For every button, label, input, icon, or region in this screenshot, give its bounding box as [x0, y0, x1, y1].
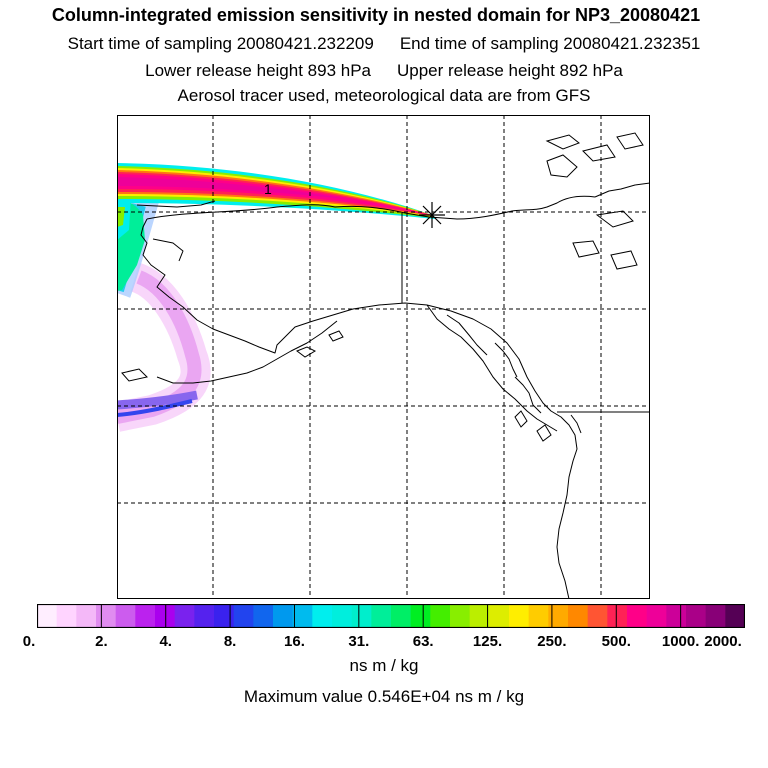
colorbar-cell [646, 604, 667, 628]
lower-release-height: Lower release height 893 hPa [145, 61, 371, 80]
release-point-asterisk-icon [419, 202, 445, 228]
colorbar-cell [489, 604, 510, 628]
colorbar-tick-label: 8. [223, 633, 237, 650]
colorbar-tick-label: 2000. [704, 633, 742, 650]
colorbar-tick-label: 500. [601, 633, 631, 650]
plot-title: Column-integrated emission sensitivity i… [51, 5, 701, 25]
colorbar-cell [568, 604, 589, 628]
colorbar-separators [100, 604, 682, 628]
lat-lon-grid [117, 115, 650, 599]
release-heights: Lower release height 893 hPa Upper releas… [0, 61, 768, 81]
colorbar-cell [469, 604, 490, 628]
colorbar-cell [509, 604, 530, 628]
colorbar-tick-label: 63. [412, 633, 434, 650]
colorbar-cell [686, 604, 707, 628]
end-time: End time of sampling 20080421.232351 [399, 34, 701, 53]
colorbar-cell [410, 604, 431, 628]
colorbar-cell [56, 604, 77, 628]
colorbar-cell [528, 604, 549, 628]
colorbar-cell [174, 604, 195, 628]
colorbar-cell [214, 604, 235, 628]
colorbar-cell [273, 604, 294, 628]
colorbar-cell [607, 604, 628, 628]
emission-plume [117, 163, 435, 432]
maximum-value: Maximum value 0.546E+04 ns m / kg [243, 687, 525, 706]
colorbar-cells [37, 604, 745, 628]
colorbar-units: ns m / kg [349, 656, 419, 675]
coastlines [136, 182, 650, 599]
colorbar-cell [430, 604, 451, 628]
colorbar-tick-label: 0. [22, 633, 36, 650]
colorbar-tick-label: 4. [159, 633, 172, 650]
colorbar-cell [666, 604, 687, 628]
colorbar-cell [725, 604, 745, 628]
political-borders [401, 213, 650, 413]
colorbar-cell [371, 604, 392, 628]
colorbar-cell [233, 604, 254, 628]
colorbar-cell [312, 604, 333, 628]
colorbar-cell [587, 604, 608, 628]
colorbar-tick-label: 1000. [661, 633, 700, 650]
colorbar-cell [135, 604, 156, 628]
colorbar-cell [391, 604, 412, 628]
map-panel: 1 [117, 115, 650, 599]
colorbar-tick-label: 2. [95, 633, 108, 650]
islands [121, 132, 644, 442]
map-frame [117, 115, 650, 599]
upper-release-height: Upper release height 892 hPa [397, 61, 623, 80]
trajectory-marker-label: 1 [264, 181, 272, 197]
colorbar-cell [76, 604, 97, 628]
colorbar [37, 604, 745, 628]
colorbar-cell [292, 604, 313, 628]
colorbar-cell [253, 604, 274, 628]
colorbar-cell [115, 604, 136, 628]
colorbar-cell [194, 604, 215, 628]
start-time: Start time of sampling 20080421.232209 [67, 34, 374, 53]
colorbar-cell [155, 604, 176, 628]
colorbar-tick-label: 16. [284, 633, 305, 650]
colorbar-cell [37, 604, 58, 628]
colorbar-cell [705, 604, 726, 628]
colorbar-cell [450, 604, 471, 628]
tracer-info: Aerosol tracer used, meteorological data… [177, 86, 591, 105]
colorbar-cell [96, 604, 117, 628]
colorbar-tick-label: 125. [472, 633, 503, 650]
colorbar-cell [627, 604, 648, 628]
colorbar-cell [351, 604, 372, 628]
colorbar-cell [548, 604, 569, 628]
sampling-times: Start time of sampling 20080421.232209 En… [0, 34, 768, 54]
colorbar-frame [37, 604, 745, 628]
colorbar-tick-label: 31. [348, 633, 370, 650]
colorbar-cell [332, 604, 353, 628]
colorbar-tick-label: 250. [537, 633, 567, 650]
